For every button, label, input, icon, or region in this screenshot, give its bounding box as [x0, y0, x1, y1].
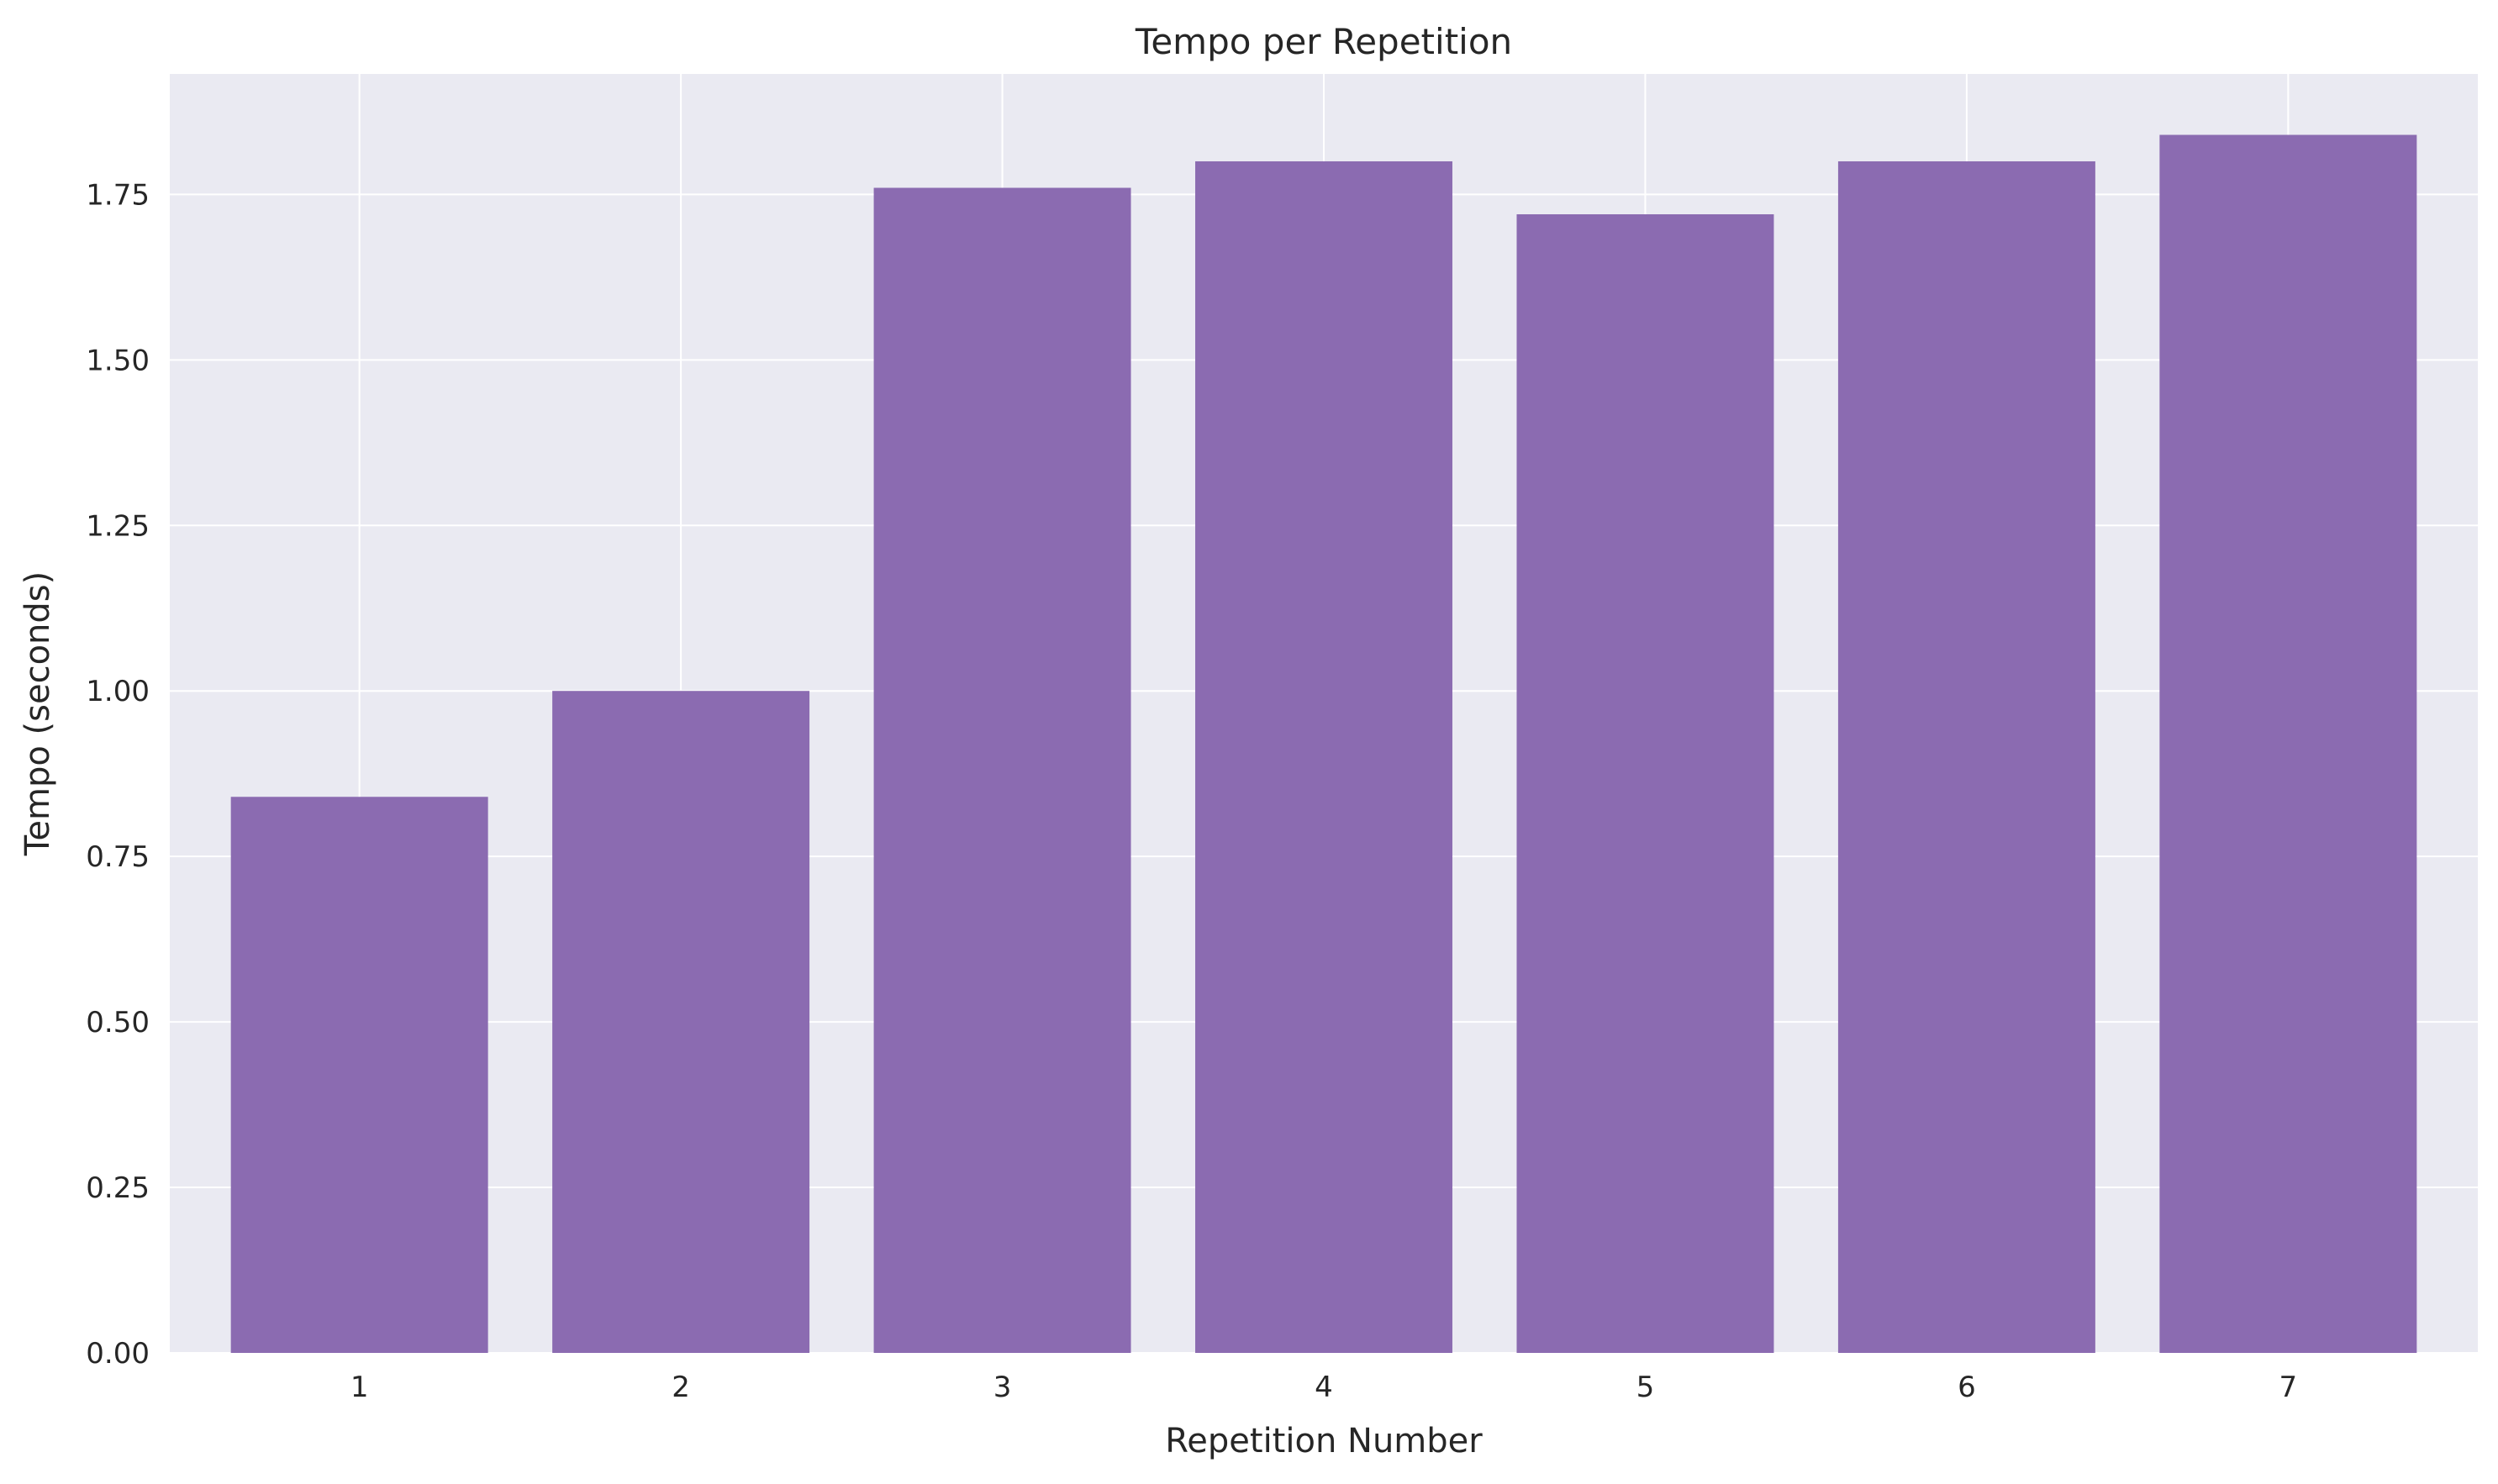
- x-tick-label: 3: [993, 1371, 1012, 1404]
- x-tick-label: 4: [1315, 1371, 1333, 1404]
- y-tick-label: 1.75: [86, 178, 150, 212]
- y-tick-label: 0.00: [86, 1337, 150, 1371]
- bars: [230, 134, 2417, 1354]
- x-tick-label: 6: [1958, 1371, 1976, 1404]
- y-tick-label: 0.50: [86, 1006, 150, 1039]
- bar-rep-2: [552, 691, 810, 1353]
- y-tick-label: 1.50: [86, 344, 150, 377]
- x-tick-label: 5: [1636, 1371, 1655, 1404]
- bar-rep-1: [230, 797, 488, 1353]
- y-tick-label: 1.25: [86, 509, 150, 543]
- x-tick-label: 2: [672, 1371, 690, 1404]
- y-tick-labels: 0.00 0.25 0.50 0.75 1.00 1.25 1.50 1.75: [86, 178, 150, 1371]
- y-tick-label: 0.75: [86, 840, 150, 874]
- x-axis-label: Repetition Number: [1165, 1422, 1483, 1460]
- chart-title: Tempo per Repetition: [1135, 21, 1512, 62]
- y-tick-label: 1.00: [86, 675, 150, 708]
- bar-rep-5: [1516, 214, 1774, 1353]
- bar-rep-6: [1837, 161, 2095, 1354]
- bar-rep-4: [1195, 161, 1452, 1354]
- x-tick-label: 7: [2279, 1371, 2298, 1404]
- y-tick-label: 0.25: [86, 1171, 150, 1205]
- x-tick-labels: 1 2 3 4 5 6 7: [350, 1371, 2297, 1404]
- x-tick-label: 1: [350, 1371, 369, 1404]
- bar-rep-3: [873, 187, 1131, 1353]
- bar-rep-7: [2159, 134, 2417, 1353]
- y-axis-label: Tempo (seconds): [18, 571, 57, 857]
